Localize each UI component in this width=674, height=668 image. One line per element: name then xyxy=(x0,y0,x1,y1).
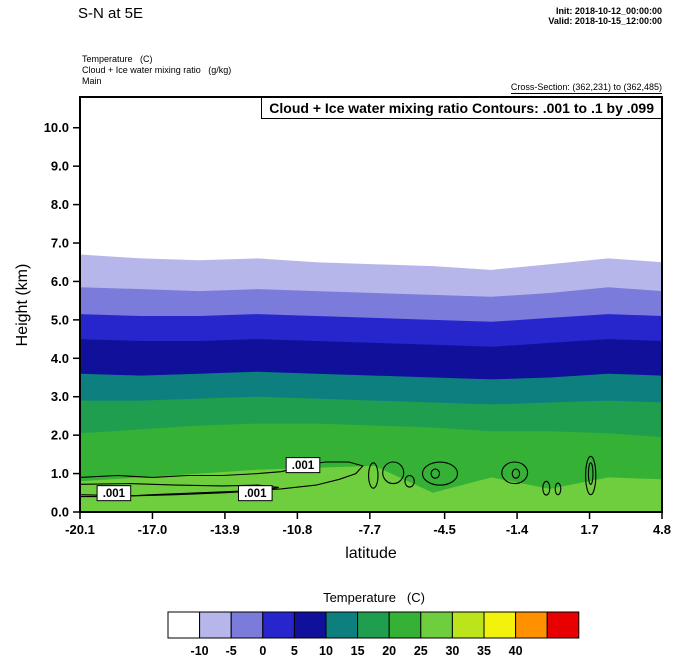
colorbar-tick-label: 30 xyxy=(445,644,459,658)
y-tick-label: 8.0 xyxy=(51,197,69,212)
field-list: Temperature (C) Cloud + Ice water mixing… xyxy=(82,54,231,87)
contour-label-box xyxy=(285,457,321,474)
colorbar-tick-label: 35 xyxy=(477,644,491,658)
cloud-contour-loop xyxy=(382,461,405,485)
contour-label: .001 xyxy=(244,488,267,500)
cloud-contour-loop xyxy=(501,461,529,485)
colorbar-tick-label: -10 xyxy=(191,644,209,658)
cloud-contour-loop xyxy=(554,482,562,496)
contour-label-box xyxy=(238,485,273,502)
y-tick-label: 1.0 xyxy=(51,466,69,481)
cloud-contour-loop xyxy=(511,468,521,479)
contour-label: .001 xyxy=(103,488,126,500)
x-axis-title: latitude xyxy=(345,545,397,562)
colorbar-cell xyxy=(483,611,517,639)
cloud-contour-loop xyxy=(542,480,551,496)
cloud-contour-labels: .001 .001 .001 xyxy=(96,457,321,502)
x-tick-label: -17.0 xyxy=(138,522,168,537)
contour-info-box: Cloud + Ice water mixing ratio Contours:… xyxy=(261,97,662,119)
colorbar-cell xyxy=(388,611,422,639)
y-tick-label: 2.0 xyxy=(51,428,69,443)
colorbar-cell xyxy=(230,611,264,639)
colorbar-cell xyxy=(357,611,390,639)
cross-section-label: Cross-Section: (362,231) to (362,485) xyxy=(510,82,662,94)
colorbar-tick-label: -5 xyxy=(226,644,237,658)
cloud-contour-loop xyxy=(585,455,597,496)
y-tick-label: 4.0 xyxy=(51,351,69,366)
field-temperature: Temperature (C) xyxy=(82,54,153,64)
colorbar-cell xyxy=(325,611,359,639)
colorbar-cell xyxy=(420,611,453,639)
colorbar-tick-label: 10 xyxy=(319,644,333,658)
figure-title: S-N at 5E xyxy=(78,5,144,22)
cloud-contour-loop xyxy=(368,462,379,489)
x-tick-label: 1.7 xyxy=(581,522,599,537)
x-tick-label: -1.4 xyxy=(506,522,529,537)
colorbar-tick-label: 0 xyxy=(259,644,266,658)
y-tick-label: 7.0 xyxy=(51,236,69,251)
colorbar-cell xyxy=(199,611,232,639)
colorbar-tick-label: 20 xyxy=(382,644,396,658)
y-tick-label: 10.0 xyxy=(44,120,69,135)
y-tick-label: 9.0 xyxy=(51,159,69,174)
colorbar-tick-label: 15 xyxy=(351,644,365,658)
contour-label: .001 xyxy=(292,460,315,472)
colorbar-cell xyxy=(515,611,548,639)
x-tick-label: -13.9 xyxy=(210,522,240,537)
y-axis-ticks: 0.0 1.0 2.0 3.0 4.0 5.0 6.0 7.0 8.0 9.0 10.0 xyxy=(44,120,80,520)
colorbar-cell xyxy=(451,611,485,639)
temperature-band-25 xyxy=(80,465,662,512)
init-timestamp: Init: 2018-10-12_00:00:00 xyxy=(555,6,662,16)
x-axis-ticks: -20.1 -17.0 -13.9 -10.8 -7.7 -4.5 -1.4 1.7 4.8 xyxy=(65,512,671,537)
colorbar-cell xyxy=(293,611,327,639)
colorbar-tick-label: 40 xyxy=(509,644,523,658)
x-tick-label: -4.5 xyxy=(433,522,455,537)
x-tick-label: -20.1 xyxy=(65,522,95,537)
field-main: Main xyxy=(82,76,102,86)
y-tick-label: 6.0 xyxy=(51,274,69,289)
y-tick-label: 0.0 xyxy=(51,505,69,520)
colorbar-title: Temperature (C) xyxy=(323,590,425,605)
cloud-contour-loop xyxy=(421,461,459,486)
x-tick-label: 4.8 xyxy=(653,522,671,537)
x-tick-label: -7.7 xyxy=(359,522,381,537)
y-tick-label: 3.0 xyxy=(51,389,69,404)
valid-timestamp: Valid: 2018-10-15_12:00:00 xyxy=(548,16,662,26)
contour-label-box xyxy=(96,485,132,502)
colorbar-tick-label: 25 xyxy=(414,644,428,658)
field-cloud-ice: Cloud + Ice water mixing ratio (g/kg) xyxy=(82,65,232,75)
colorbar-cell xyxy=(167,611,201,639)
cloud-contour-loop xyxy=(587,462,594,485)
cloud-contour-line xyxy=(79,461,364,498)
cloud-contour-loop xyxy=(430,468,441,479)
cloud-contour-loop xyxy=(404,474,415,488)
y-tick-label: 5.0 xyxy=(51,312,69,327)
colorbar-cell xyxy=(262,611,295,639)
colorbar-cell xyxy=(546,611,580,639)
colorbar: -10 -5 0 5 10 15 20 25 30 35 40 xyxy=(167,611,580,658)
colorbar-tick-label: 5 xyxy=(291,644,298,658)
temperature-bands xyxy=(80,254,662,512)
x-tick-label: -10.8 xyxy=(283,522,313,537)
